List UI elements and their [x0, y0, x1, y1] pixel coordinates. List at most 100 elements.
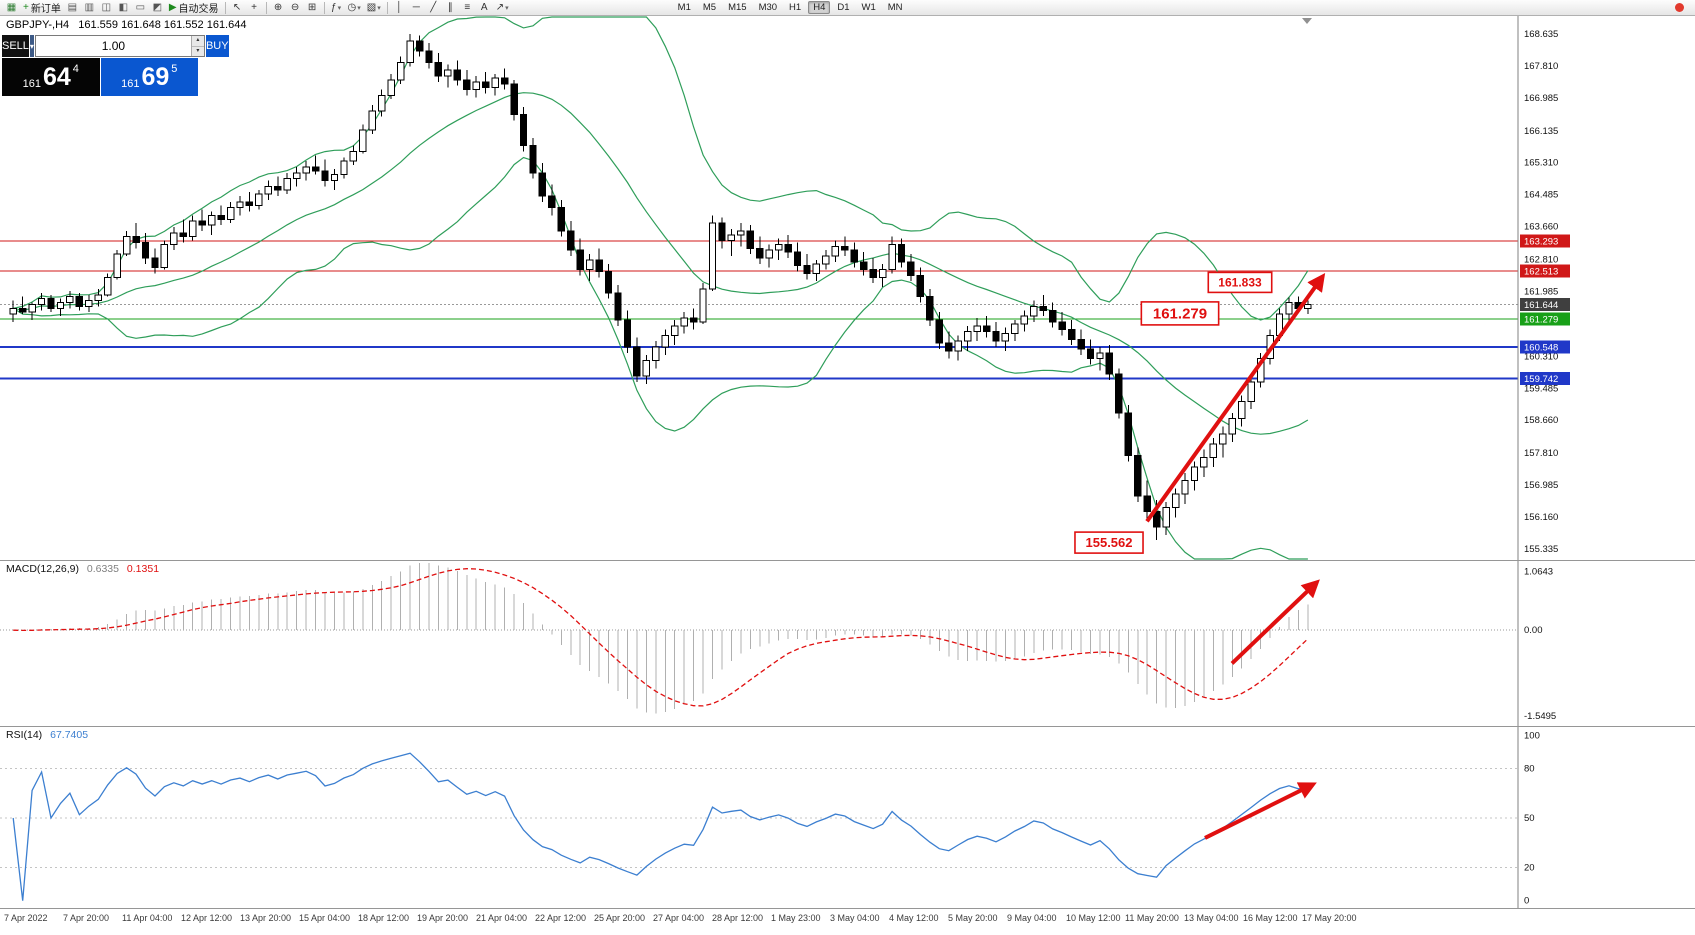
time-axis-label: 15 Apr 04:00	[299, 913, 351, 923]
zoom-out-button[interactable]: ⊖	[287, 1, 304, 15]
timeframe-m5-button[interactable]: M5	[702, 2, 717, 13]
time-axis-label: 11 May 20:00	[1125, 913, 1179, 923]
cursor-button[interactable]: ↖	[229, 1, 246, 15]
time-axis-label: 12 Apr 12:00	[181, 913, 233, 923]
price-annotation-box[interactable]	[1207, 271, 1273, 294]
draw-trendline-icon: ╱	[430, 1, 437, 13]
sell-button[interactable]: SELL	[2, 35, 29, 57]
bollinger-lower-band[interactable]	[12, 156, 1308, 560]
terminal-button[interactable]: ▭	[132, 1, 149, 15]
time-axis-label: 10 May 12:00	[1066, 913, 1121, 923]
draw-arrows-button[interactable]: ↗ ▾	[493, 1, 512, 15]
draw-channel-icon: ∥	[447, 1, 453, 13]
toolbar-separator	[265, 1, 267, 14]
price-scale-badge-label: 160.548	[1524, 343, 1558, 354]
ask-big-figure: 161	[121, 78, 140, 90]
toolbar-separator	[224, 1, 226, 14]
crosshair-button[interactable]: +	[246, 1, 263, 15]
price-tick-label: 157.810	[1524, 448, 1558, 459]
macd-signal-line[interactable]	[13, 568, 1309, 707]
templates-button[interactable]: ▧ ▾	[364, 1, 384, 15]
draw-text-button[interactable]: A	[476, 1, 493, 15]
data-window-button[interactable]: ◫	[98, 1, 115, 15]
draw-fibonacci-button[interactable]: ≡	[459, 1, 476, 15]
indicators-button[interactable]: ƒ ▾	[328, 1, 345, 15]
status-dot-icon	[1675, 3, 1684, 12]
price-scale-badge	[1520, 234, 1570, 248]
bollinger-upper-band[interactable]	[13, 16, 1309, 321]
chart-ohlc-readout: GBPJPY-,H4 161.559 161.648 161.552 161.6…	[6, 19, 246, 31]
bollinger-middle-band[interactable]	[13, 92, 1309, 435]
strategy-tester-icon: ◩	[152, 1, 163, 13]
timeframe-m30-button[interactable]: M30	[758, 2, 778, 13]
one-click-trading-panel: SELL ▾ ▴ ▾ BUY 161 64 4	[2, 35, 229, 96]
price-scale-badge-label: 162.513	[1524, 267, 1558, 278]
draw-fibonacci-icon: ≡	[464, 1, 471, 13]
volume-input[interactable]	[35, 36, 191, 56]
periods-button[interactable]: ◷ ▾	[345, 1, 364, 15]
timeframe-w1-button[interactable]: W1	[861, 2, 876, 13]
timeframe-m1-button[interactable]: M1	[677, 2, 691, 13]
order-options-dropdown[interactable]: ▾	[29, 35, 34, 57]
time-axis-label: 28 Apr 12:00	[712, 913, 764, 923]
price-tick-label: 163.660	[1524, 222, 1558, 233]
volume-increase-button[interactable]: ▴	[191, 36, 204, 47]
cursor-icon: ↖	[232, 1, 242, 13]
market-watch-button[interactable]: ▥	[81, 1, 98, 15]
data-window-icon: ◫	[101, 1, 112, 13]
time-axis[interactable]: 7 Apr 2022 7 Apr 20:00 11 Apr 04:00 12 Apr …	[0, 908, 1695, 935]
draw-horizontal-line-button[interactable]: ─	[408, 1, 425, 15]
draw-vertical-line-icon: │	[396, 1, 403, 13]
rsi-line[interactable]	[12, 752, 1308, 901]
new-chart-button[interactable]: ▦	[3, 1, 20, 15]
crosshair-icon: +	[251, 1, 257, 13]
price-annotation-box[interactable]	[1074, 531, 1144, 554]
navigator-button[interactable]: ◧	[115, 1, 132, 15]
draw-vertical-line-button[interactable]: │	[391, 1, 408, 15]
price-scale-badge	[1520, 312, 1570, 326]
price-chart-panel: 168.635 167.810 166.985 166.135 165.310 164.4…	[0, 16, 1695, 560]
price-chart-canvas[interactable]: 168.635 167.810 166.985 166.135 165.310 164.4…	[0, 16, 1695, 560]
price-scale-badge	[1520, 340, 1570, 354]
trend-arrow[interactable]	[1145, 273, 1326, 523]
chart-shift-marker-icon[interactable]	[1302, 18, 1312, 24]
zoom-in-button[interactable]: ⊕	[270, 1, 287, 15]
time-axis-label: 21 Apr 04:00	[476, 913, 528, 923]
macd-canvas[interactable]: 1.0643 0.00 -1.5495	[0, 561, 1695, 726]
new-order-label: 新订单	[30, 4, 61, 15]
new-chart-icon: ▦	[6, 1, 17, 13]
time-axis-label: 19 Apr 20:00	[417, 913, 469, 923]
timeframe-h4-button[interactable]: H4	[808, 1, 831, 14]
price-tick-label: 165.310	[1524, 158, 1558, 169]
new-order-icon: +	[23, 1, 29, 13]
volume-decrease-button[interactable]: ▾	[191, 46, 204, 56]
tile-windows-button[interactable]: ⊞	[304, 1, 321, 15]
timeframe-d1-button[interactable]: D1	[837, 2, 850, 13]
bid-pips: 64	[42, 63, 71, 91]
draw-trendline-button[interactable]: ╱	[425, 1, 442, 15]
autotrading-button[interactable]: ▶ 自动交易	[166, 1, 222, 16]
new-order-button[interactable]: + 新订单	[20, 1, 64, 16]
navigator-icon: ◧	[118, 1, 129, 13]
time-axis-label: 11 Apr 04:00	[122, 913, 173, 923]
price-annotation-box[interactable]	[1140, 301, 1220, 326]
macd-signal-value: 0.1351	[126, 563, 160, 575]
macd-histogram	[22, 563, 1309, 714]
indicators-icon: ƒ	[331, 1, 337, 13]
timeframe-h1-button[interactable]: H1	[789, 2, 802, 13]
trend-arrow[interactable]	[1230, 579, 1320, 665]
timeframe-mn-button[interactable]: MN	[887, 2, 903, 13]
timeframe-m15-button[interactable]: M15	[728, 2, 747, 13]
trend-arrow[interactable]	[1204, 782, 1317, 840]
price-scale-badge-label: 161.644	[1524, 300, 1558, 311]
buy-button[interactable]: BUY	[205, 35, 229, 57]
strategy-tester-button[interactable]: ◩	[149, 1, 166, 15]
buy-price-button[interactable]: 161 69 5	[100, 58, 198, 96]
candles	[9, 34, 1312, 541]
rsi-canvas[interactable]: 100 80 50 20 0	[0, 727, 1695, 908]
profiles-button[interactable]: ▤	[64, 1, 81, 15]
sell-price-button[interactable]: 161 64 4	[2, 58, 100, 96]
volume-steppers: ▴ ▾	[190, 36, 204, 56]
draw-channel-button[interactable]: ∥	[442, 1, 459, 15]
zoom-out-icon: ⊖	[290, 1, 300, 13]
